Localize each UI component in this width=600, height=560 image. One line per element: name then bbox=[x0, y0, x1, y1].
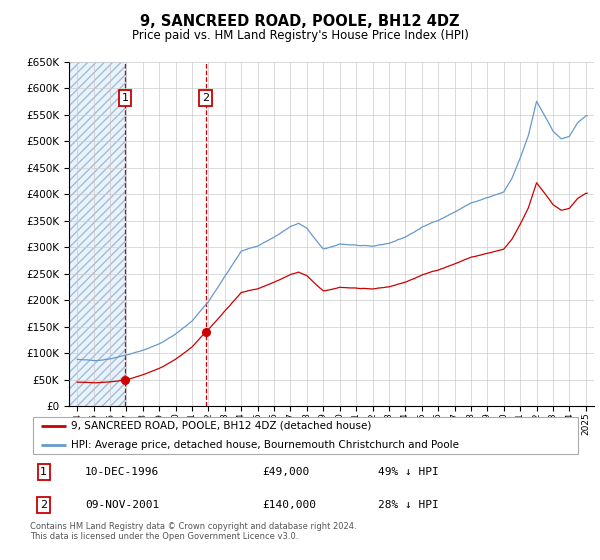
Text: 9, SANCREED ROAD, POOLE, BH12 4DZ: 9, SANCREED ROAD, POOLE, BH12 4DZ bbox=[140, 14, 460, 29]
Bar bbox=[69, 62, 127, 406]
Bar bbox=[69, 62, 127, 406]
Text: Price paid vs. HM Land Registry's House Price Index (HPI): Price paid vs. HM Land Registry's House … bbox=[131, 29, 469, 42]
Text: 09-NOV-2001: 09-NOV-2001 bbox=[85, 500, 160, 510]
Text: £49,000: £49,000 bbox=[262, 467, 309, 477]
Text: HPI: Average price, detached house, Bournemouth Christchurch and Poole: HPI: Average price, detached house, Bour… bbox=[71, 440, 460, 450]
Text: 28% ↓ HPI: 28% ↓ HPI bbox=[378, 500, 439, 510]
Text: 9, SANCREED ROAD, POOLE, BH12 4DZ (detached house): 9, SANCREED ROAD, POOLE, BH12 4DZ (detac… bbox=[71, 421, 372, 431]
Text: 2: 2 bbox=[40, 500, 47, 510]
Text: 1: 1 bbox=[40, 467, 47, 477]
Text: £140,000: £140,000 bbox=[262, 500, 316, 510]
Text: Contains HM Land Registry data © Crown copyright and database right 2024.
This d: Contains HM Land Registry data © Crown c… bbox=[30, 522, 356, 542]
Text: 49% ↓ HPI: 49% ↓ HPI bbox=[378, 467, 439, 477]
Text: 1: 1 bbox=[122, 93, 128, 103]
FancyBboxPatch shape bbox=[33, 417, 578, 454]
Text: 2: 2 bbox=[202, 93, 209, 103]
Text: 10-DEC-1996: 10-DEC-1996 bbox=[85, 467, 160, 477]
